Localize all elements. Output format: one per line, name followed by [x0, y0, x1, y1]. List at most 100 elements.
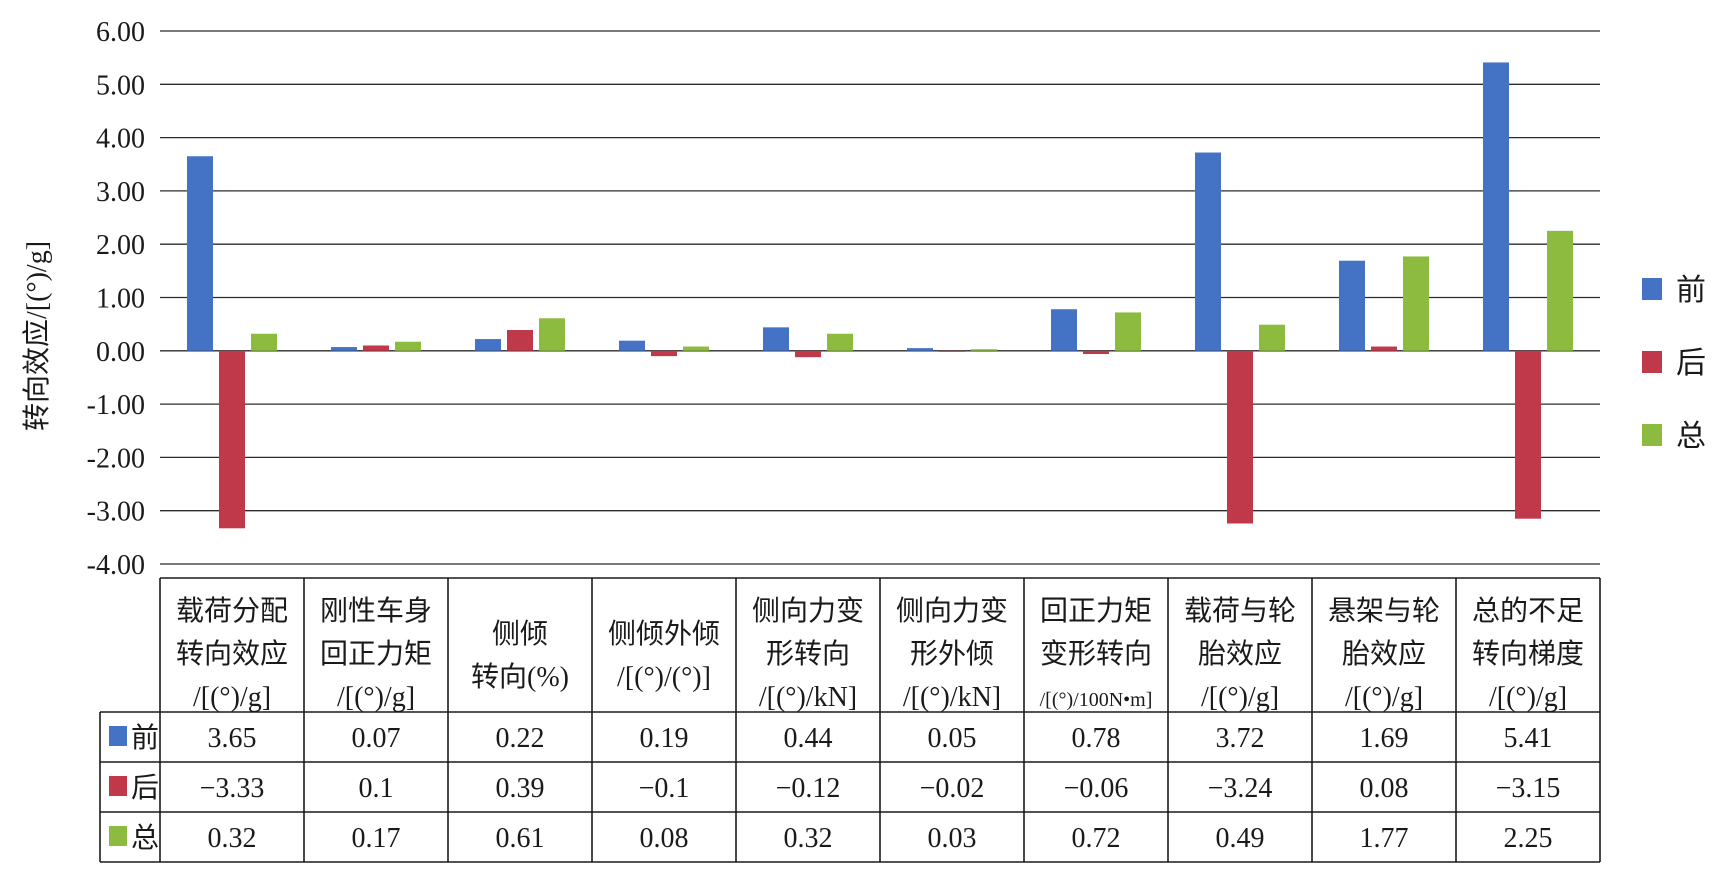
legend-swatch: [1642, 424, 1662, 446]
legend-label: 前: [1676, 274, 1706, 307]
data-label: −3.33: [200, 773, 265, 804]
data-label: −0.06: [1064, 773, 1129, 804]
bar-后-5: [939, 350, 965, 352]
data-label: −0.1: [639, 773, 690, 804]
data-label: 0.05: [928, 723, 977, 754]
category-label: /[(°)/g]: [1489, 682, 1567, 713]
category-label: 载荷与轮: [1184, 595, 1296, 627]
bar-后-1: [363, 345, 389, 351]
bar-总-2: [539, 318, 565, 351]
category-label: 刚性车身: [320, 595, 432, 627]
data-label: 0.08: [640, 823, 689, 854]
bar-总-7: [1259, 324, 1285, 351]
category-label: 变形转向: [1040, 638, 1152, 670]
category-label: /[(°)/(°)]: [617, 662, 711, 693]
bar-前-4: [763, 327, 789, 351]
bar-总-9: [1547, 230, 1573, 351]
data-label: 2.25: [1504, 823, 1553, 854]
bar-总-3: [683, 346, 709, 351]
bar-前-8: [1339, 260, 1365, 351]
data-label: 0.03: [928, 823, 977, 854]
bar-后-2: [507, 330, 533, 351]
y-tick-label: 4.00: [96, 124, 145, 155]
category-label: /[(°)/g]: [337, 682, 415, 713]
bar-后-8: [1371, 346, 1397, 351]
category-label: 回正力矩: [1040, 595, 1152, 627]
data-label: 0.08: [1360, 773, 1409, 804]
category-label: /[(°)/g]: [193, 682, 271, 713]
data-label: −0.02: [920, 773, 985, 804]
bar-后-4: [795, 350, 821, 358]
gridlines: [160, 30, 1600, 565]
bar-总-4: [827, 333, 853, 351]
category-label: 总的不足: [1472, 595, 1584, 627]
bars: [187, 62, 1573, 529]
y-tick-label: 5.00: [96, 70, 145, 101]
bar-后-3: [651, 350, 677, 357]
row-legend-swatch: [109, 726, 127, 746]
legend-swatch: [1642, 278, 1662, 300]
data-label: 3.72: [1216, 723, 1265, 754]
row-label: 总: [131, 822, 159, 854]
data-label: −0.12: [776, 773, 841, 804]
bar-总-5: [971, 349, 997, 351]
bar-总-0: [251, 333, 277, 351]
y-axis-label: 转向效应/[(°)/g]: [21, 241, 53, 431]
data-label: 0.72: [1072, 823, 1121, 854]
y-tick-label: 3.00: [96, 177, 145, 208]
bar-后-0: [219, 350, 245, 529]
bar-前-7: [1195, 152, 1221, 351]
bar-后-7: [1227, 350, 1253, 524]
bar-前-9: [1483, 62, 1509, 351]
category-label: 侧向力变: [896, 595, 1008, 627]
category-label: 形外倾: [910, 638, 994, 670]
data-label: 5.41: [1504, 723, 1553, 754]
data-label: 0.39: [496, 773, 545, 804]
category-label: 侧倾外倾: [608, 618, 720, 650]
data-label: 0.07: [352, 723, 401, 754]
category-label: 载荷分配: [176, 595, 288, 627]
category-label: 转向效应: [176, 638, 288, 670]
y-axis-ticks: 6.00 5.00 4.00 3.00 2.00 1.00 0.00 -1.00 -2.00 -3…: [87, 17, 145, 581]
legend-label: 后: [1676, 347, 1706, 380]
row-label: 后: [131, 772, 159, 804]
legend-label: 总: [1676, 420, 1706, 453]
data-label: 0.49: [1216, 823, 1265, 854]
category-label: 侧向力变: [752, 595, 864, 627]
category-label: 胎效应: [1342, 638, 1426, 670]
data-label: 1.77: [1360, 823, 1409, 854]
row-label: 前: [131, 722, 159, 754]
data-label: 0.44: [784, 723, 833, 754]
data-label: 0.78: [1072, 723, 1121, 754]
category-label: /[(°)/kN]: [903, 682, 1001, 713]
bar-后-9: [1515, 350, 1541, 519]
data-label: 0.22: [496, 723, 545, 754]
data-label: 3.65: [208, 723, 257, 754]
category-label: 转向梯度: [1472, 638, 1584, 670]
data-label: 0.61: [496, 823, 545, 854]
category-label: 悬架与轮: [1328, 595, 1440, 627]
category-label: /[(°)/g]: [1201, 682, 1279, 713]
bar-前-1: [331, 347, 357, 351]
y-tick-label: 0.00: [96, 337, 145, 368]
y-tick-label: -1.00: [87, 390, 145, 421]
data-label: 0.32: [208, 823, 257, 854]
data-label: 0.19: [640, 723, 689, 754]
y-tick-label: -3.00: [87, 497, 145, 528]
data-label: −3.24: [1208, 773, 1273, 804]
bar-前-5: [907, 348, 933, 351]
category-label: 形转向: [766, 638, 850, 670]
y-tick-label: -2.00: [87, 443, 145, 474]
category-label: /[(°)/g]: [1345, 682, 1423, 713]
category-label: 侧倾: [492, 618, 548, 650]
y-tick-label: 2.00: [96, 230, 145, 261]
bar-总-1: [395, 341, 421, 351]
y-tick-label: 1.00: [96, 284, 145, 315]
category-label: 转向(%): [471, 661, 569, 693]
bar-前-6: [1051, 309, 1077, 351]
y-tick-label: -4.00: [87, 550, 145, 581]
row-legend-swatch: [109, 826, 127, 846]
bar-前-2: [475, 339, 501, 351]
